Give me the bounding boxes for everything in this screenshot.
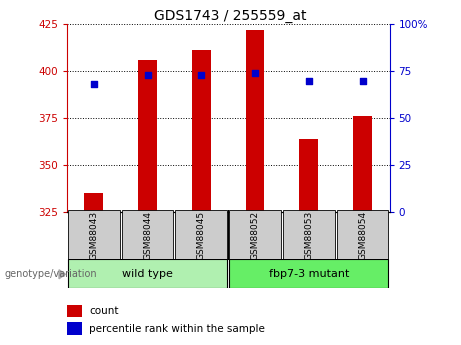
Bar <box>176 210 227 260</box>
Bar <box>337 210 389 260</box>
Text: fbp7-3 mutant: fbp7-3 mutant <box>269 269 349 279</box>
Bar <box>67 323 83 335</box>
Point <box>198 72 205 78</box>
Point <box>144 72 151 78</box>
Bar <box>229 259 389 288</box>
Polygon shape <box>59 270 65 279</box>
Bar <box>300 139 318 212</box>
Point <box>359 78 366 83</box>
Bar <box>122 210 173 260</box>
Text: GSM88045: GSM88045 <box>197 211 206 260</box>
Text: GDS1743 / 255559_at: GDS1743 / 255559_at <box>154 9 307 23</box>
Bar <box>246 30 265 212</box>
Bar <box>229 210 281 260</box>
Text: GSM88053: GSM88053 <box>304 211 313 260</box>
Bar <box>192 50 211 212</box>
Bar <box>283 210 335 260</box>
Point <box>305 78 313 83</box>
Point <box>90 81 97 87</box>
Bar <box>68 259 227 288</box>
Text: percentile rank within the sample: percentile rank within the sample <box>89 324 265 334</box>
Text: GSM88044: GSM88044 <box>143 211 152 260</box>
Bar <box>68 210 119 260</box>
Text: GSM88054: GSM88054 <box>358 211 367 260</box>
Point <box>251 70 259 76</box>
Bar <box>84 193 103 212</box>
Bar <box>67 305 83 317</box>
Bar <box>353 116 372 212</box>
Text: GSM88052: GSM88052 <box>251 211 260 260</box>
Text: genotype/variation: genotype/variation <box>5 269 97 279</box>
Text: count: count <box>89 306 119 316</box>
Text: wild type: wild type <box>122 269 173 279</box>
Text: GSM88043: GSM88043 <box>89 211 98 260</box>
Bar <box>138 60 157 212</box>
